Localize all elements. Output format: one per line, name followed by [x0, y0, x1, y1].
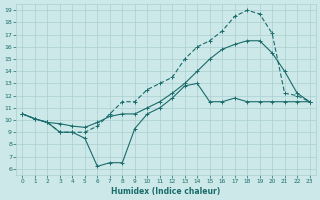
X-axis label: Humidex (Indice chaleur): Humidex (Indice chaleur)	[111, 187, 221, 196]
